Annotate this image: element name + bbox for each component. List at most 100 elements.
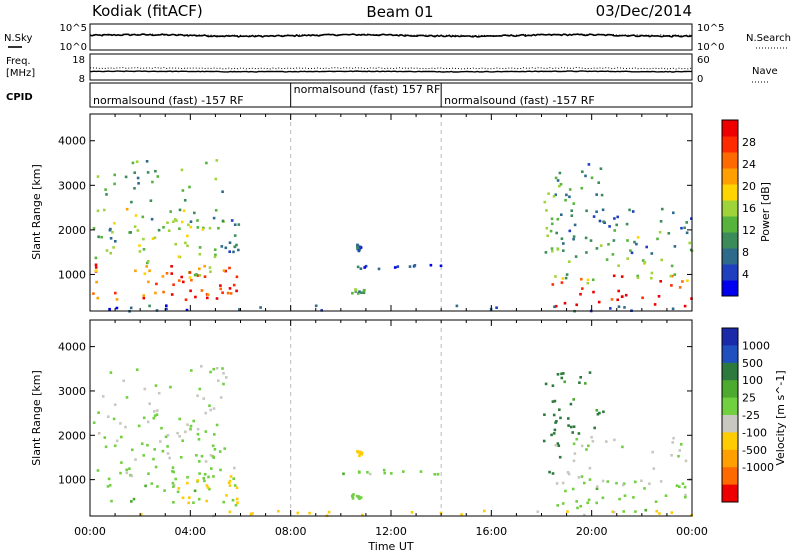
- range-cell: [629, 249, 632, 252]
- range-cell: [108, 307, 111, 311]
- range-cell: [592, 290, 595, 294]
- range-cell: [602, 410, 605, 414]
- range-cell: [196, 427, 200, 431]
- velocity-colorbar-tick: -500: [742, 444, 767, 457]
- range-cell: [368, 472, 372, 476]
- range-cell: [598, 219, 602, 223]
- range-cell: [354, 288, 357, 291]
- range-cell: [228, 266, 231, 270]
- range-cell: [552, 195, 556, 198]
- range-cell: [155, 282, 158, 286]
- range-cell: [611, 510, 614, 513]
- range-cell: [600, 193, 604, 197]
- range-cell: [129, 473, 132, 477]
- range-cell: [640, 479, 643, 483]
- range-cell: [568, 260, 571, 263]
- range-cell: [680, 226, 683, 230]
- range-cell: [564, 489, 567, 493]
- range-cell: [154, 169, 157, 173]
- range-cell: [202, 476, 205, 480]
- range-cell: [96, 175, 100, 178]
- range-cell: [636, 274, 639, 278]
- range-cell: [586, 281, 590, 285]
- range-cell: [586, 278, 590, 282]
- nsearch-tick-bottom: 10^0: [697, 42, 724, 53]
- range-cell: [634, 480, 637, 484]
- range-cell: [551, 283, 555, 286]
- range-cell: [689, 248, 693, 252]
- range-cell: [143, 387, 147, 391]
- range-cell: [623, 306, 626, 309]
- range-cell: [152, 457, 155, 461]
- range-cell: [153, 410, 156, 413]
- range-cell: [181, 189, 185, 192]
- range-cell: [122, 379, 125, 383]
- range-cell: [197, 438, 201, 441]
- range-cell: [159, 440, 162, 443]
- range-cell: [581, 287, 584, 290]
- range-cell: [543, 200, 547, 204]
- range-cell: [565, 193, 568, 197]
- range-cell: [188, 496, 191, 499]
- range-cell: [677, 454, 680, 458]
- range-cell: [672, 211, 675, 215]
- cpid-label: CPID: [6, 92, 33, 103]
- range-cell: [186, 244, 189, 248]
- range-cell: [590, 176, 594, 180]
- range-cell: [200, 454, 204, 458]
- range-cell: [584, 236, 588, 240]
- range-cell: [631, 210, 635, 213]
- range-cell: [359, 267, 363, 270]
- range-cell: [436, 473, 440, 476]
- nsky-tick-bottom: 10^0: [60, 42, 87, 53]
- range-cell: [595, 247, 599, 250]
- range-cell: [172, 220, 175, 223]
- range-cell: [690, 217, 693, 220]
- range-cell: [567, 472, 571, 476]
- range-cell: [189, 424, 193, 428]
- range-cell: [678, 286, 682, 289]
- range-cell: [632, 496, 635, 499]
- range-cell: [113, 221, 116, 225]
- range-cell: [579, 292, 582, 296]
- time-tick-label: 16:00: [475, 525, 507, 538]
- range-cell: [648, 482, 651, 485]
- range-cell: [314, 304, 318, 308]
- range-cell: [151, 180, 154, 184]
- range-cell: [618, 497, 621, 501]
- range-cell: [186, 423, 189, 426]
- power-colorbar-segment: [722, 168, 738, 185]
- range-cell: [231, 498, 235, 502]
- range-cell: [556, 248, 560, 251]
- range-cell: [585, 448, 588, 451]
- range-cell: [622, 510, 625, 513]
- range-cell: [113, 173, 116, 177]
- y-tick-label: 2000: [58, 429, 86, 442]
- range-cell: [550, 433, 553, 437]
- time-axis: 00:00 04:00 08:00 12:00 16:00 20:00 00:00: [74, 525, 708, 538]
- range-cell: [209, 408, 212, 412]
- range-cell: [565, 273, 569, 276]
- range-cell: [184, 430, 187, 434]
- range-cell: [688, 241, 691, 245]
- range-cell: [213, 433, 216, 436]
- range-cell: [583, 481, 586, 485]
- range-cell: [613, 229, 616, 232]
- range-cell: [580, 277, 583, 281]
- range-cell: [170, 293, 174, 296]
- range-cell: [233, 245, 237, 248]
- range-cell: [613, 438, 616, 442]
- power-colorbar-segment: [722, 200, 738, 217]
- y-tick-label: 3000: [58, 179, 86, 192]
- velocity-axes: 1000 2000 3000 4000: [58, 320, 693, 516]
- range-cell: [616, 215, 619, 219]
- range-cell: [142, 416, 146, 420]
- range-cell: [212, 407, 216, 410]
- velocity-colorbar-segment: [722, 328, 738, 346]
- range-cell: [559, 416, 562, 420]
- range-cell: [170, 272, 173, 275]
- range-cell: [615, 223, 618, 227]
- range-cell: [358, 454, 361, 458]
- range-cell: [166, 221, 169, 224]
- range-cell: [554, 193, 557, 197]
